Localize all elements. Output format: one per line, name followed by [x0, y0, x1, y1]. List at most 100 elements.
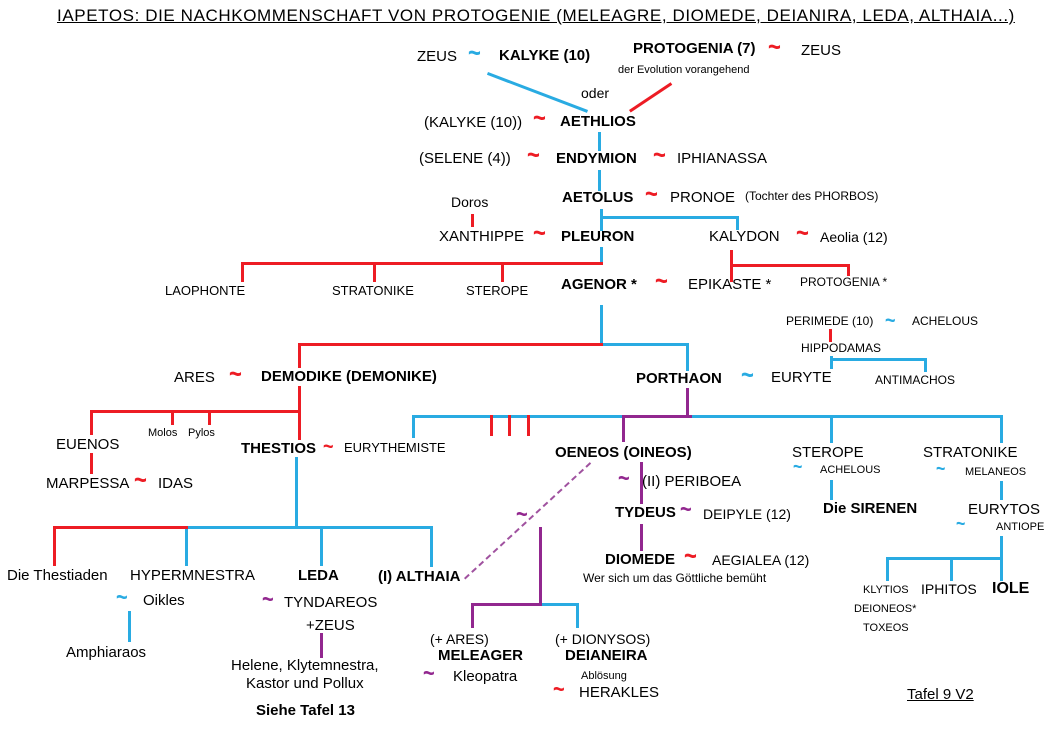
node-epikaste: EPIKASTE *: [688, 276, 772, 293]
node-toxeos: TOXEOS: [863, 622, 909, 634]
edge-line-11: [924, 358, 927, 372]
node-idas: IDAS: [158, 475, 194, 492]
edge-line-25: [320, 526, 323, 566]
node-aetolus: AETOLUS: [562, 189, 634, 206]
node-stratonike: STRATONIKE: [332, 283, 414, 298]
node-i-althaia: (I) ALTHAIA: [378, 568, 461, 585]
edge-line-45: [171, 410, 174, 425]
marriage-tilde-icon: ~: [768, 30, 781, 62]
link-line-1: [629, 82, 673, 113]
edge-line-58: [539, 527, 542, 606]
marriage-tilde-icon: ~: [793, 456, 803, 478]
edge-line-15: [1000, 415, 1003, 443]
edge-line-0: [598, 132, 601, 151]
marriage-tilde-icon: ~: [741, 358, 754, 390]
node-hippodamas: HIPPODAMAS: [801, 341, 882, 355]
node-achelous: ACHELOUS: [912, 314, 979, 328]
node-iole: IOLE: [992, 580, 1030, 597]
node-iphianassa: IPHIANASSA: [677, 150, 768, 167]
node-molos: Molos: [148, 427, 178, 439]
marriage-tilde-icon: ~: [134, 463, 147, 495]
node-melaneos: MELANEOS: [965, 466, 1027, 478]
edge-line-21: [950, 557, 953, 581]
node-wer-sich-um-das-göttliche-bemüht: Wer sich um das Göttliche bemüht: [583, 571, 767, 585]
edge-line-6: [600, 305, 603, 346]
edge-line-47: [90, 453, 93, 474]
edge-line-9: [830, 356, 833, 369]
edge-line-17: [1000, 481, 1003, 500]
marriage-tilde-icon: ~: [645, 177, 658, 209]
marriage-tilde-icon: ~: [229, 357, 242, 389]
node-oder: oder: [581, 85, 610, 101]
node-tafel-9-v2: Tafel 9 V2: [907, 686, 974, 703]
node-helene-klytemnestra: Helene, Klytemnestra,: [231, 657, 379, 674]
node-ablösung: Ablösung: [581, 670, 627, 682]
edge-line-56: [640, 462, 643, 504]
marriage-tilde-icon: ~: [116, 584, 128, 612]
node-deipyle-12: DEIPYLE (12): [703, 506, 791, 522]
node-hypermnestra: HYPERMNESTRA: [130, 567, 256, 584]
marriage-tilde-icon: ~: [680, 496, 692, 524]
node-endymion: ENDYMION: [556, 150, 637, 167]
node-zeus: +ZEUS: [306, 617, 355, 634]
marriage-tilde-icon: ~: [885, 307, 896, 333]
node-aegialea-12: AEGIALEA (12): [712, 552, 810, 568]
edge-line-34: [847, 264, 850, 276]
edge-line-10: [830, 358, 927, 361]
node-oikles: Oikles: [143, 592, 185, 609]
node-oeneos-oineos: OENEOS (OINEOS): [555, 444, 692, 461]
node-kalyke-10: (KALYKE (10)): [424, 114, 523, 131]
node-euenos: EUENOS: [56, 436, 120, 453]
edge-line-38: [501, 262, 504, 282]
edge-line-1: [598, 170, 601, 191]
edge-line-44: [90, 410, 93, 435]
marriage-tilde-icon: ~: [516, 501, 528, 529]
node-ares: ARES: [174, 369, 215, 386]
node-ares: (+ ARES): [430, 631, 489, 647]
edge-line-39: [298, 343, 603, 346]
marriage-tilde-icon: ~: [956, 513, 966, 535]
node-marpessa: MARPESSA: [46, 475, 130, 492]
node-aethlios: AETHLIOS: [560, 113, 636, 130]
node-selene-4: (SELENE (4)): [419, 150, 511, 167]
marriage-tilde-icon: ~: [323, 433, 334, 459]
node-der-evolution-vorangehend: der Evolution vorangehend: [618, 64, 750, 76]
edge-line-4: [736, 216, 739, 230]
node-tydeus: TYDEUS: [615, 504, 676, 521]
edge-line-19: [886, 557, 1003, 560]
edge-line-61: [320, 633, 323, 658]
node-tochter-des-phorbos: (Tochter des PHORBOS): [745, 189, 879, 203]
edge-line-3: [600, 216, 739, 219]
edge-line-42: [298, 386, 301, 440]
node-die-sirenen: Die SIRENEN: [823, 500, 918, 517]
edge-line-51: [508, 415, 511, 436]
marriage-tilde-icon: ~: [796, 216, 809, 248]
marriage-tilde-icon: ~: [533, 101, 546, 133]
node-pleuron: PLEURON: [561, 228, 635, 245]
edge-line-13: [412, 415, 415, 438]
edge-line-12: [412, 415, 1003, 418]
edge-line-54: [622, 415, 692, 418]
edge-line-59: [471, 603, 542, 606]
node-deianeira: DEIANEIRA: [565, 647, 648, 664]
node-iphitos: IPHITOS: [921, 581, 977, 597]
marriage-tilde-icon: ~: [533, 216, 546, 248]
edge-line-53: [686, 388, 689, 418]
node-dionysos: (+ DIONYSOS): [555, 631, 651, 647]
edge-line-40: [298, 343, 301, 368]
edge-line-23: [185, 526, 433, 529]
node-xanthippe: XANTHIPPE: [439, 228, 525, 245]
edge-line-43: [90, 410, 300, 413]
marriage-tilde-icon: ~: [423, 660, 435, 688]
edge-line-29: [576, 603, 579, 628]
node-zeus: ZEUS: [801, 42, 842, 59]
edge-line-33: [730, 264, 850, 267]
edge-line-35: [241, 262, 603, 265]
edge-line-49: [53, 526, 56, 566]
edge-line-48: [53, 526, 188, 529]
edge-line-60: [471, 603, 474, 628]
edge-line-16: [830, 480, 833, 500]
node-zeus: ZEUS: [417, 48, 458, 65]
node-achelous: ACHELOUS: [820, 464, 881, 476]
